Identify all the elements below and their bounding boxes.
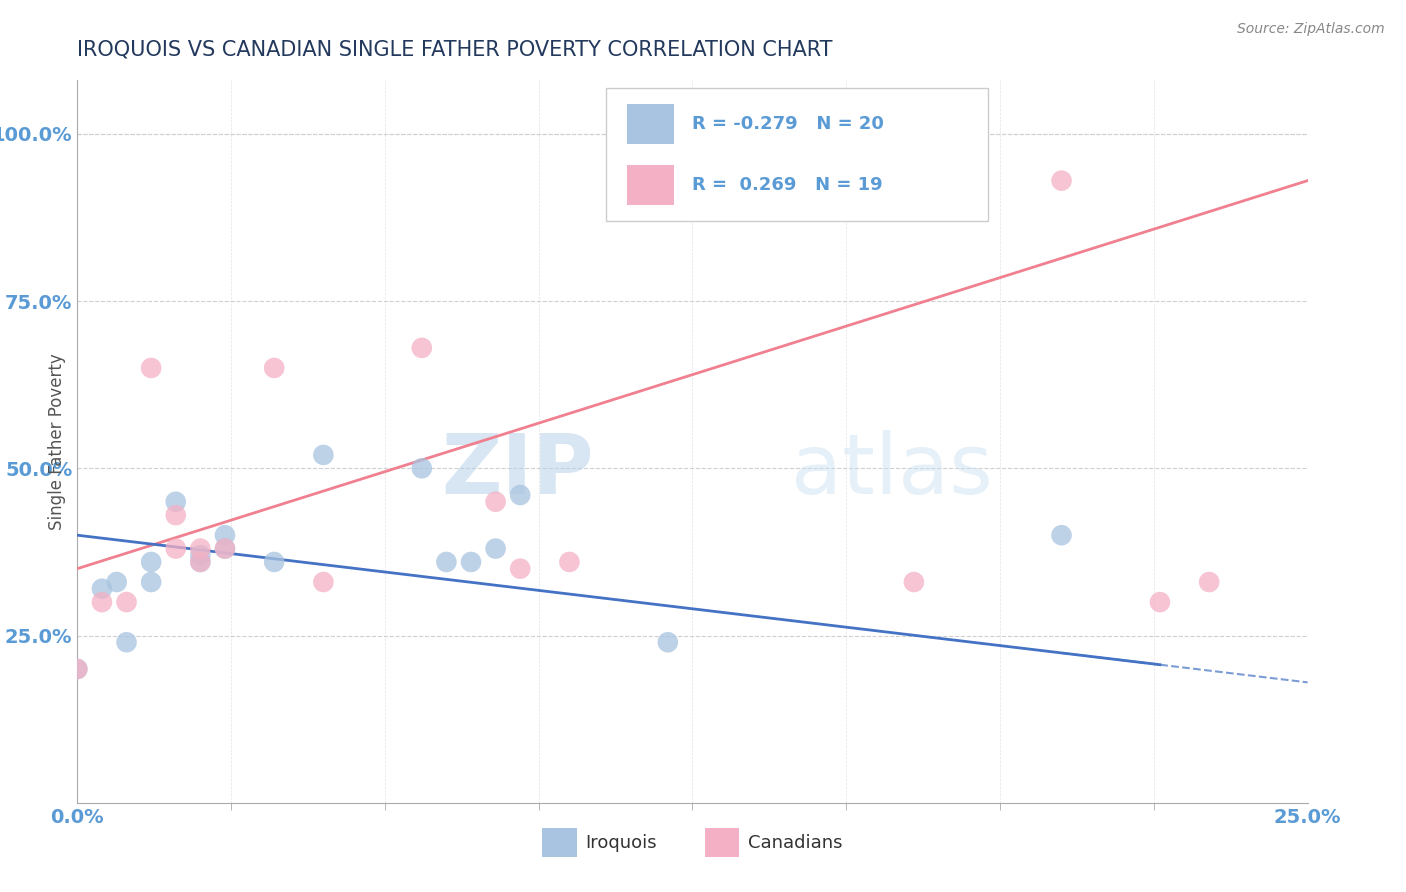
Point	[411, 341, 433, 355]
Point	[214, 528, 236, 542]
Point	[141, 575, 163, 590]
Point	[485, 494, 508, 508]
Point	[1050, 173, 1073, 188]
Point	[312, 448, 335, 462]
Point	[141, 361, 163, 376]
Point	[115, 595, 138, 609]
Text: R = -0.279   N = 20: R = -0.279 N = 20	[693, 115, 884, 133]
Point	[485, 541, 508, 556]
Text: R =  0.269   N = 19: R = 0.269 N = 19	[693, 176, 883, 194]
Point	[558, 555, 581, 569]
Text: Source: ZipAtlas.com: Source: ZipAtlas.com	[1237, 22, 1385, 37]
Point	[436, 555, 458, 569]
Point	[263, 361, 285, 376]
Point	[66, 662, 89, 676]
Text: IROQUOIS VS CANADIAN SINGLE FATHER POVERTY CORRELATION CHART: IROQUOIS VS CANADIAN SINGLE FATHER POVER…	[77, 39, 832, 59]
Text: Canadians: Canadians	[748, 833, 842, 852]
Point	[141, 555, 163, 569]
Point	[1050, 528, 1073, 542]
Point	[509, 562, 531, 576]
Point	[657, 635, 679, 649]
Point	[188, 555, 212, 569]
Point	[188, 541, 212, 556]
Point	[1149, 595, 1171, 609]
FancyBboxPatch shape	[704, 828, 740, 857]
Point	[188, 548, 212, 563]
FancyBboxPatch shape	[543, 828, 576, 857]
Point	[460, 555, 482, 569]
Point	[165, 508, 187, 523]
Text: atlas: atlas	[792, 430, 993, 511]
Point	[105, 575, 128, 590]
Point	[411, 461, 433, 475]
Point	[90, 595, 114, 609]
FancyBboxPatch shape	[627, 165, 673, 205]
Point	[1198, 575, 1220, 590]
Text: Iroquois: Iroquois	[585, 833, 657, 852]
Point	[214, 541, 236, 556]
Point	[214, 541, 236, 556]
Point	[263, 555, 285, 569]
FancyBboxPatch shape	[627, 103, 673, 144]
Point	[312, 575, 335, 590]
Point	[165, 541, 187, 556]
Point	[903, 575, 925, 590]
Point	[66, 662, 89, 676]
Point	[165, 494, 187, 508]
Text: ZIP: ZIP	[441, 430, 595, 511]
Point	[188, 555, 212, 569]
Point	[115, 635, 138, 649]
Point	[90, 582, 114, 596]
FancyBboxPatch shape	[606, 87, 988, 221]
Y-axis label: Single Father Poverty: Single Father Poverty	[48, 353, 66, 530]
Point	[509, 488, 531, 502]
